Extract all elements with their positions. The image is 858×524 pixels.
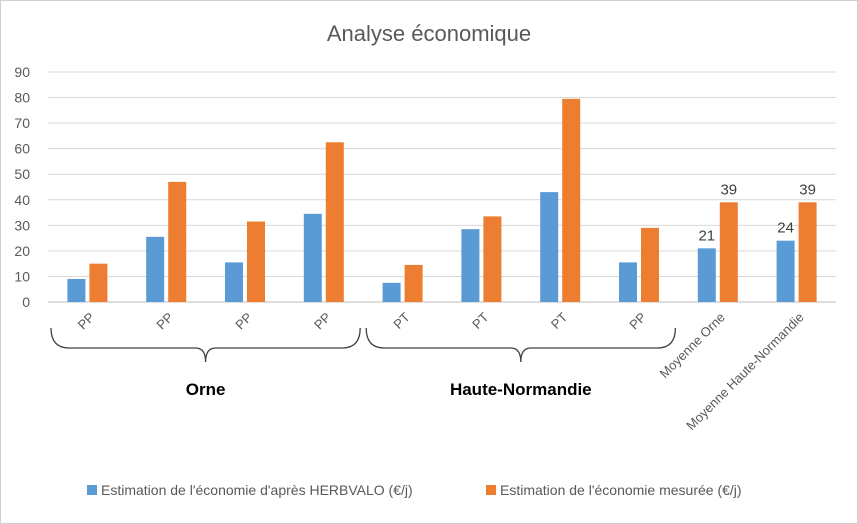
y-tick-label: 30 [14, 217, 30, 233]
bars [67, 98, 817, 302]
data-label: 24 [777, 220, 794, 237]
bar-herbvalo [461, 229, 480, 302]
group-brace [365, 327, 677, 363]
x-tick-label: PT [390, 309, 412, 331]
data-labels: 21 24 39 39 [698, 181, 815, 244]
bar-herbvalo [697, 248, 716, 302]
data-label: 39 [720, 181, 737, 198]
x-tick-label: PP [232, 310, 255, 333]
bar-herbvalo [303, 213, 322, 302]
chart-title: Analyse économique [327, 21, 531, 46]
x-tick-label: PP [626, 310, 649, 333]
legend-label-herbvalo: Estimation de l'économie d'après HERBVAL… [101, 482, 413, 498]
bar-mesuree [483, 216, 502, 302]
data-label: 21 [698, 227, 715, 244]
y-tick-label: 70 [14, 115, 30, 131]
x-tick-label: PP [153, 310, 176, 333]
x-tick-label: PT [548, 309, 570, 331]
bar-herbvalo [776, 240, 795, 302]
legend-swatch-herbvalo [87, 485, 97, 495]
y-tick-label: 20 [14, 243, 30, 259]
legend-swatch-mesuree [486, 485, 496, 495]
group-label: Orne [186, 380, 226, 399]
bar-mesuree [404, 264, 423, 302]
y-axis: 0 10 20 30 40 50 60 70 80 90 [14, 64, 30, 310]
bar-herbvalo [540, 192, 559, 302]
bar-herbvalo [225, 262, 243, 302]
bar-mesuree [719, 202, 738, 302]
bar-mesuree [168, 181, 187, 302]
y-tick-label: 90 [14, 64, 30, 80]
y-tick-label: 0 [22, 294, 30, 310]
bar-herbvalo [619, 262, 637, 302]
y-tick-label: 80 [14, 90, 30, 106]
bar-mesuree [247, 221, 265, 302]
bar-mesuree [89, 263, 108, 302]
y-tick-label: 10 [14, 268, 30, 284]
bar-herbvalo [382, 282, 401, 302]
bar-herbvalo [67, 279, 86, 302]
x-tick-label: PT [469, 309, 491, 331]
legend: Estimation de l'économie d'après HERBVAL… [87, 482, 742, 498]
gridlines [48, 71, 836, 303]
category-groups: Orne Haute-Normandie [50, 327, 677, 399]
y-tick-label: 60 [14, 141, 30, 157]
bar-mesuree [562, 98, 581, 302]
x-tick-label: PP [75, 310, 98, 333]
legend-label-mesuree: Estimation de l'économie mesurée (€/j) [500, 482, 742, 498]
y-tick-label: 40 [14, 192, 30, 208]
x-tick-label: PP [311, 310, 334, 333]
bar-mesuree [641, 227, 659, 302]
bar-mesuree [798, 202, 817, 302]
group-label: Haute-Normandie [450, 380, 592, 399]
y-tick-label: 50 [14, 166, 30, 182]
bar-herbvalo [146, 236, 165, 302]
group-brace [50, 327, 361, 363]
bar-mesuree [325, 142, 344, 302]
data-label: 39 [799, 181, 816, 198]
